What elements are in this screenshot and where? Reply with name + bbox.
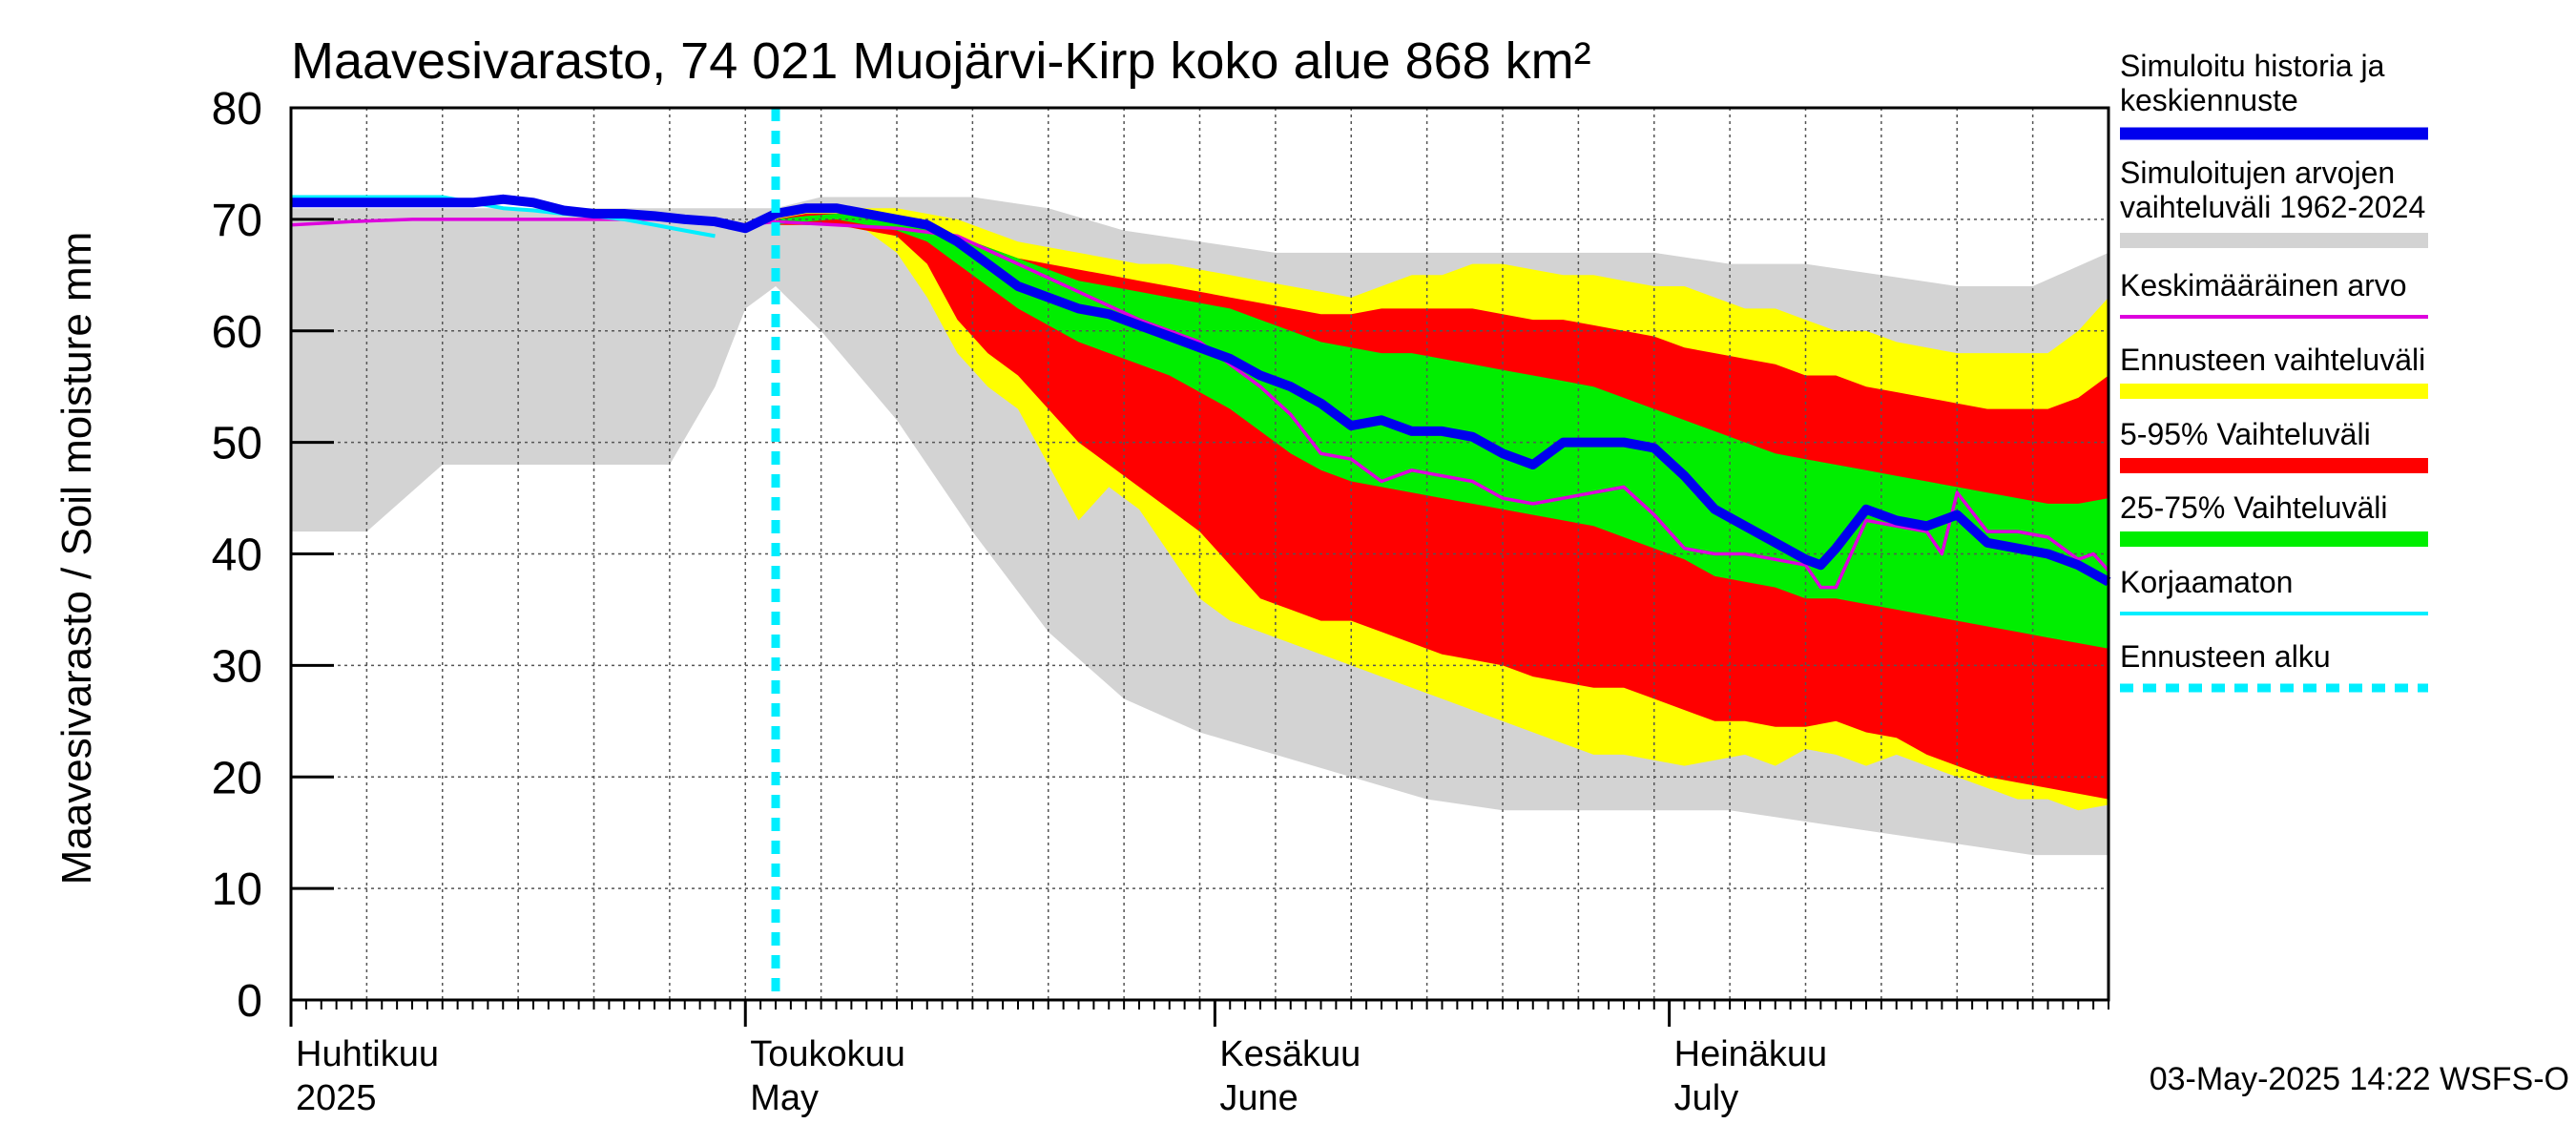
legend-label: Simuloitujen arvojen <box>2120 156 2395 190</box>
legend-label: 5-95% Vaihteluväli <box>2120 417 2371 451</box>
x-month-sublabel: May <box>750 1078 819 1118</box>
x-month-sublabel: 2025 <box>296 1078 377 1118</box>
legend-label: Korjaamaton <box>2120 565 2293 599</box>
x-month-sublabel: June <box>1219 1078 1298 1118</box>
y-tick-label: 80 <box>212 84 262 135</box>
x-month-label: Kesäkuu <box>1219 1034 1361 1074</box>
y-tick-label: 0 <box>237 976 262 1027</box>
y-tick-label: 40 <box>212 531 262 581</box>
timestamp: 03-May-2025 14:22 WSFS-O <box>2150 1061 2569 1097</box>
x-month-label: Huhtikuu <box>296 1034 439 1074</box>
legend-label: Ennusteen alku <box>2120 639 2331 674</box>
x-month-label: Toukokuu <box>750 1034 905 1074</box>
legend-label: Ennusteen vaihteluväli <box>2120 343 2425 377</box>
y-tick-label: 10 <box>212 864 262 915</box>
y-tick-label: 60 <box>212 307 262 358</box>
legend-label: Simuloitu historia ja <box>2120 49 2385 83</box>
y-tick-label: 20 <box>212 753 262 803</box>
legend-label: 25-75% Vaihteluväli <box>2120 490 2387 525</box>
band-5-95 <box>776 214 2109 800</box>
legend-label: vaihteluväli 1962-2024 <box>2120 190 2425 224</box>
chart-title: Maavesivarasto, 74 021 Muojärvi-Kirp kok… <box>291 32 1591 90</box>
y-tick-label: 30 <box>212 641 262 692</box>
y-tick-label: 70 <box>212 196 262 246</box>
median-forecast-line <box>291 194 2111 587</box>
x-month-sublabel: July <box>1674 1078 1739 1118</box>
legend-label: Keskimääräinen arvo <box>2120 268 2407 302</box>
y-tick-label: 50 <box>212 419 262 469</box>
uncorrected-line <box>291 195 716 239</box>
legend-label: keskiennuste <box>2120 83 2298 117</box>
y-axis-label: Maavesivarasto / Soil moisture mm <box>53 232 100 885</box>
x-month-label: Heinäkuu <box>1674 1034 1828 1074</box>
